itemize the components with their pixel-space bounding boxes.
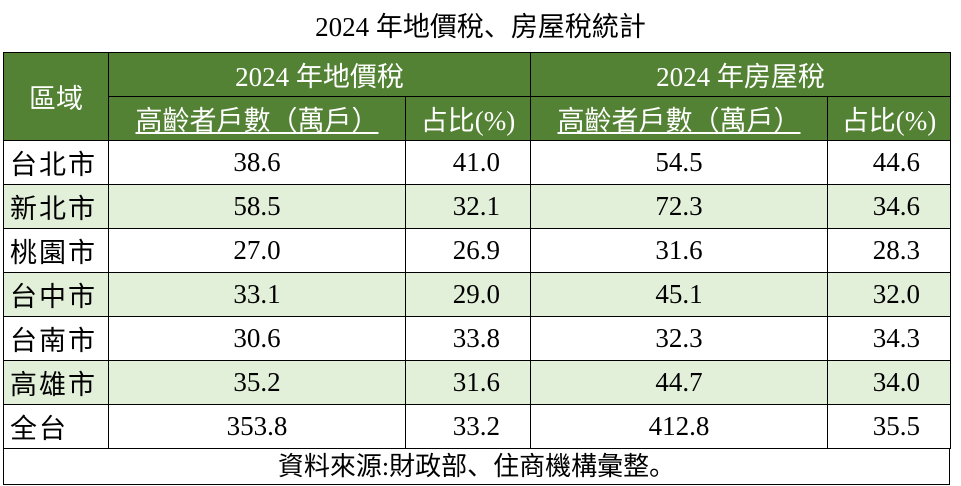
region-cell: 台中市 [3,272,109,317]
subheader: 占比(%) [405,96,531,141]
value-cell: 34.0 [827,360,951,405]
subheader-row: 高齡者戶數（萬戶） 占比(%) 高齡者戶數（萬戶） 占比(%) [4,96,951,141]
value-cell: 33.8 [405,316,531,361]
value-cell: 27.0 [108,228,406,273]
value-cell: 353.8 [108,404,406,449]
value-cell: 45.1 [530,272,828,317]
subheader: 高齡者戶數（萬戶） [530,96,828,141]
subheader: 占比(%) [827,96,951,141]
value-cell: 34.6 [827,184,951,229]
value-cell: 58.5 [108,184,406,229]
subheader: 高齡者戶數（萬戶） [108,96,406,141]
value-cell: 33.2 [405,404,531,449]
value-cell: 35.2 [108,360,406,405]
data-row: 桃園市 27.0 26.9 31.6 28.3 [3,228,951,273]
value-cell: 30.6 [108,316,406,361]
value-cell: 412.8 [530,404,828,449]
value-cell: 29.0 [405,272,531,317]
source-note: 資料來源:財政部、住商機構彙整。 [3,449,950,485]
value-cell: 32.0 [827,272,951,317]
data-row: 台北市 38.6 41.0 54.5 44.6 [3,140,951,185]
data-row: 台中市 33.1 29.0 45.1 32.0 [3,272,951,317]
value-cell: 32.3 [530,316,828,361]
data-row: 高雄市 35.2 31.6 44.7 34.0 [3,360,951,405]
region-cell: 台北市 [3,140,109,185]
value-cell: 31.6 [405,360,531,405]
value-cell: 33.1 [108,272,406,317]
data-row: 新北市 58.5 32.1 72.3 34.6 [3,184,951,229]
region-cell: 桃園市 [3,228,109,273]
value-cell: 44.7 [530,360,828,405]
value-cell: 44.6 [827,140,951,185]
data-row: 台南市 30.6 33.8 32.3 34.3 [3,316,951,361]
value-cell: 54.5 [530,140,828,185]
table-body: 區域 2024 年地價稅 2024 年房屋稅 高齡者戶數（萬戶） 占比(%) 高… [3,52,951,449]
value-cell: 38.6 [108,140,406,185]
value-cell: 35.5 [827,404,951,449]
header-row: 區域 2024 年地價稅 2024 年房屋稅 [3,52,951,141]
data-row: 全台 353.8 33.2 412.8 35.5 [3,404,951,449]
stats-table: 區域 2024 年地價稅 2024 年房屋稅 高齡者戶數（萬戶） 占比(%) 高… [3,52,951,449]
group-header: 2024 年地價稅 [108,52,531,97]
value-cell: 31.6 [530,228,828,273]
value-cell: 28.3 [827,228,951,273]
region-cell: 新北市 [3,184,109,229]
value-cell: 32.1 [405,184,531,229]
value-cell: 72.3 [530,184,828,229]
value-cell: 26.9 [405,228,531,273]
region-cell: 台南市 [3,316,109,361]
value-cell: 41.0 [405,140,531,185]
region-cell: 全台 [3,404,109,449]
title: 2024 年地價稅、房屋稅統計 [315,12,646,42]
group-header: 2024 年房屋稅 [530,52,951,97]
region-header: 區域 [3,52,109,141]
value-cell: 34.3 [827,316,951,361]
region-cell: 高雄市 [3,360,109,405]
